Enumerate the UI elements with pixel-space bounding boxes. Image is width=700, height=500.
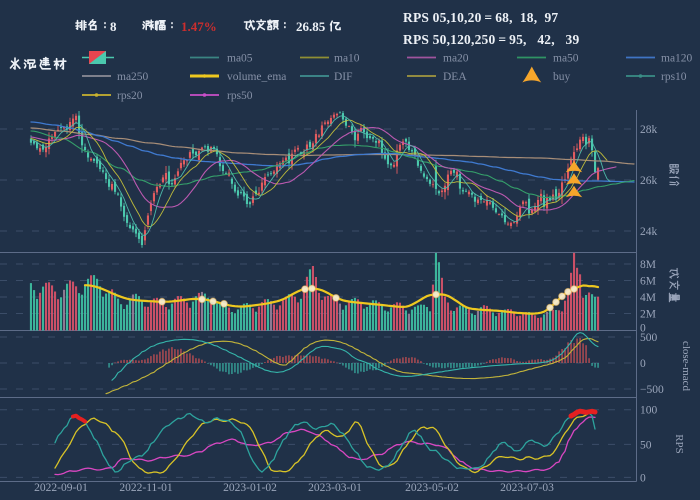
svg-text:rps10: rps10: [661, 71, 687, 83]
svg-text:close-macd: close-macd: [680, 341, 692, 392]
svg-text:2023-07-03: 2023-07-03: [500, 482, 554, 494]
svg-text:50: 50: [640, 439, 652, 451]
svg-text:100: 100: [640, 405, 658, 417]
svg-text:24k: 24k: [640, 226, 658, 238]
svg-text:RPS 05,10,20 = 68, 18, 97: RPS 05,10,20 = 68, 18, 97: [403, 10, 558, 25]
svg-text:ma20: ma20: [443, 53, 469, 65]
svg-text:0: 0: [640, 472, 646, 484]
svg-text:ma05: ma05: [227, 53, 253, 65]
svg-text:2023-05-02: 2023-05-02: [405, 482, 459, 494]
svg-text:2023-03-01: 2023-03-01: [308, 482, 362, 494]
svg-text:6M: 6M: [640, 276, 656, 288]
svg-text:8: 8: [110, 19, 117, 34]
svg-text:ma50: ma50: [553, 53, 579, 65]
svg-text:DEA: DEA: [443, 71, 467, 83]
svg-text:0: 0: [640, 323, 646, 335]
svg-text:2022-09-01: 2022-09-01: [34, 482, 88, 494]
svg-text:rps20: rps20: [117, 90, 143, 102]
svg-text:26.85: 26.85: [296, 19, 326, 34]
svg-text:−500: −500: [640, 384, 664, 396]
svg-text:8M: 8M: [640, 259, 656, 271]
svg-text:2M: 2M: [640, 309, 656, 321]
svg-text:RPS: RPS: [673, 434, 685, 454]
svg-text:1.47%: 1.47%: [181, 19, 217, 34]
svg-text:4M: 4M: [640, 292, 656, 304]
svg-text:rps50: rps50: [227, 90, 253, 102]
svg-text:buy: buy: [553, 71, 571, 83]
svg-text:ma250: ma250: [117, 71, 149, 83]
svg-text:26k: 26k: [640, 175, 658, 187]
svg-text:0: 0: [640, 358, 646, 370]
svg-text:DIF: DIF: [334, 71, 353, 83]
svg-text:ma120: ma120: [661, 53, 693, 65]
svg-text:2023-01-02: 2023-01-02: [223, 482, 277, 494]
svg-text:ma10: ma10: [334, 53, 360, 65]
svg-text:500: 500: [640, 332, 658, 344]
svg-text:28k: 28k: [640, 124, 658, 136]
svg-text:volume_ema: volume_ema: [227, 71, 286, 83]
svg-text:2022-11-01: 2022-11-01: [119, 482, 172, 494]
svg-text:RPS 50,120,250 = 95, 42, 3: RPS 50,120,250 = 95, 42, 39: [403, 32, 579, 47]
